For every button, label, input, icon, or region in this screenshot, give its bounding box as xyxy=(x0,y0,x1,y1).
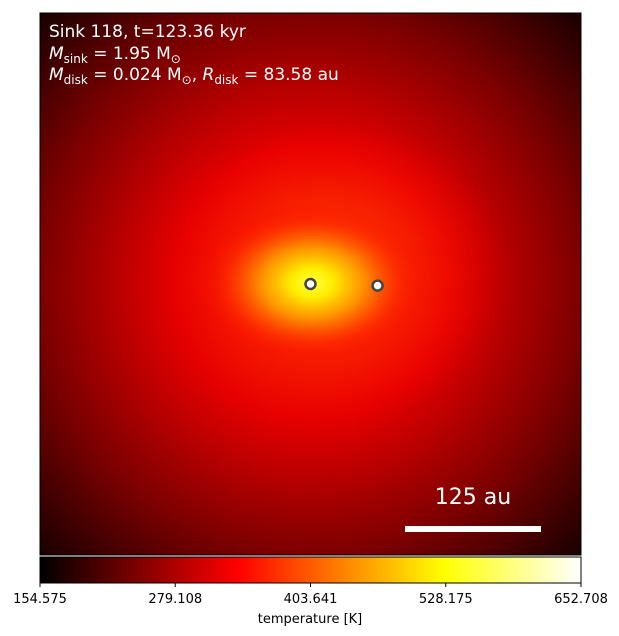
annotation-msink-sun: ⊙ xyxy=(171,52,181,66)
annotation-line-2: Msink = 1.95 M⊙ xyxy=(49,44,181,66)
annotation-line-3: Mdisk = 0.024 M⊙, Rdisk = 83.58 au xyxy=(49,65,339,87)
annotation-line-1: Sink 118, t=123.36 kyr xyxy=(49,22,246,42)
sink-markers xyxy=(304,277,384,292)
annotation-msink-symbol: M xyxy=(49,44,64,64)
annotation-rdisk-value: = 83.58 au xyxy=(238,65,338,85)
heatmap-panel xyxy=(40,13,581,555)
colorbar-tick-label-3: 528.175 xyxy=(419,592,473,607)
colorbar-tick-label-0: 154.575 xyxy=(13,592,67,607)
colorbar-ticks: 154.575 279.108 403.641 528.175 652.708 xyxy=(13,583,608,607)
colorbar-label: temperature [K] xyxy=(258,612,363,627)
annotation-mdisk-subscript: disk xyxy=(64,73,88,87)
colorbar-tick-label-4: 652.708 xyxy=(554,592,608,607)
colorbar-gradient xyxy=(39,556,582,584)
colorbar-tick-label-1: 279.108 xyxy=(148,592,202,607)
annotation-mdisk-symbol: M xyxy=(49,65,64,85)
colorbar: 154.575 279.108 403.641 528.175 652.708 temp… xyxy=(13,556,608,627)
heatmap-frame xyxy=(39,12,582,556)
annotation-msink-value: = 1.95 M xyxy=(88,44,171,64)
scale-bar-label: 125 au xyxy=(435,485,511,510)
sink-primary-marker xyxy=(304,277,317,291)
annotation-rdisk-symbol: R xyxy=(203,65,215,85)
annotation-mdisk-value: = 0.024 M xyxy=(88,65,182,85)
annotation-rdisk-subscript: disk xyxy=(214,73,238,87)
annotation-block: Sink 118, t=123.36 kyr Msink = 1.95 M⊙ M… xyxy=(49,22,339,87)
scale-bar-line xyxy=(405,526,541,532)
colorbar-tick-label-2: 403.641 xyxy=(284,592,338,607)
annotation-msink-subscript: sink xyxy=(64,52,88,66)
annotation-mdisk-sun: ⊙ xyxy=(182,73,192,87)
scale-bar: 125 au xyxy=(405,485,541,532)
annotation-separator: , xyxy=(192,65,203,85)
sink-secondary-marker xyxy=(371,279,384,292)
